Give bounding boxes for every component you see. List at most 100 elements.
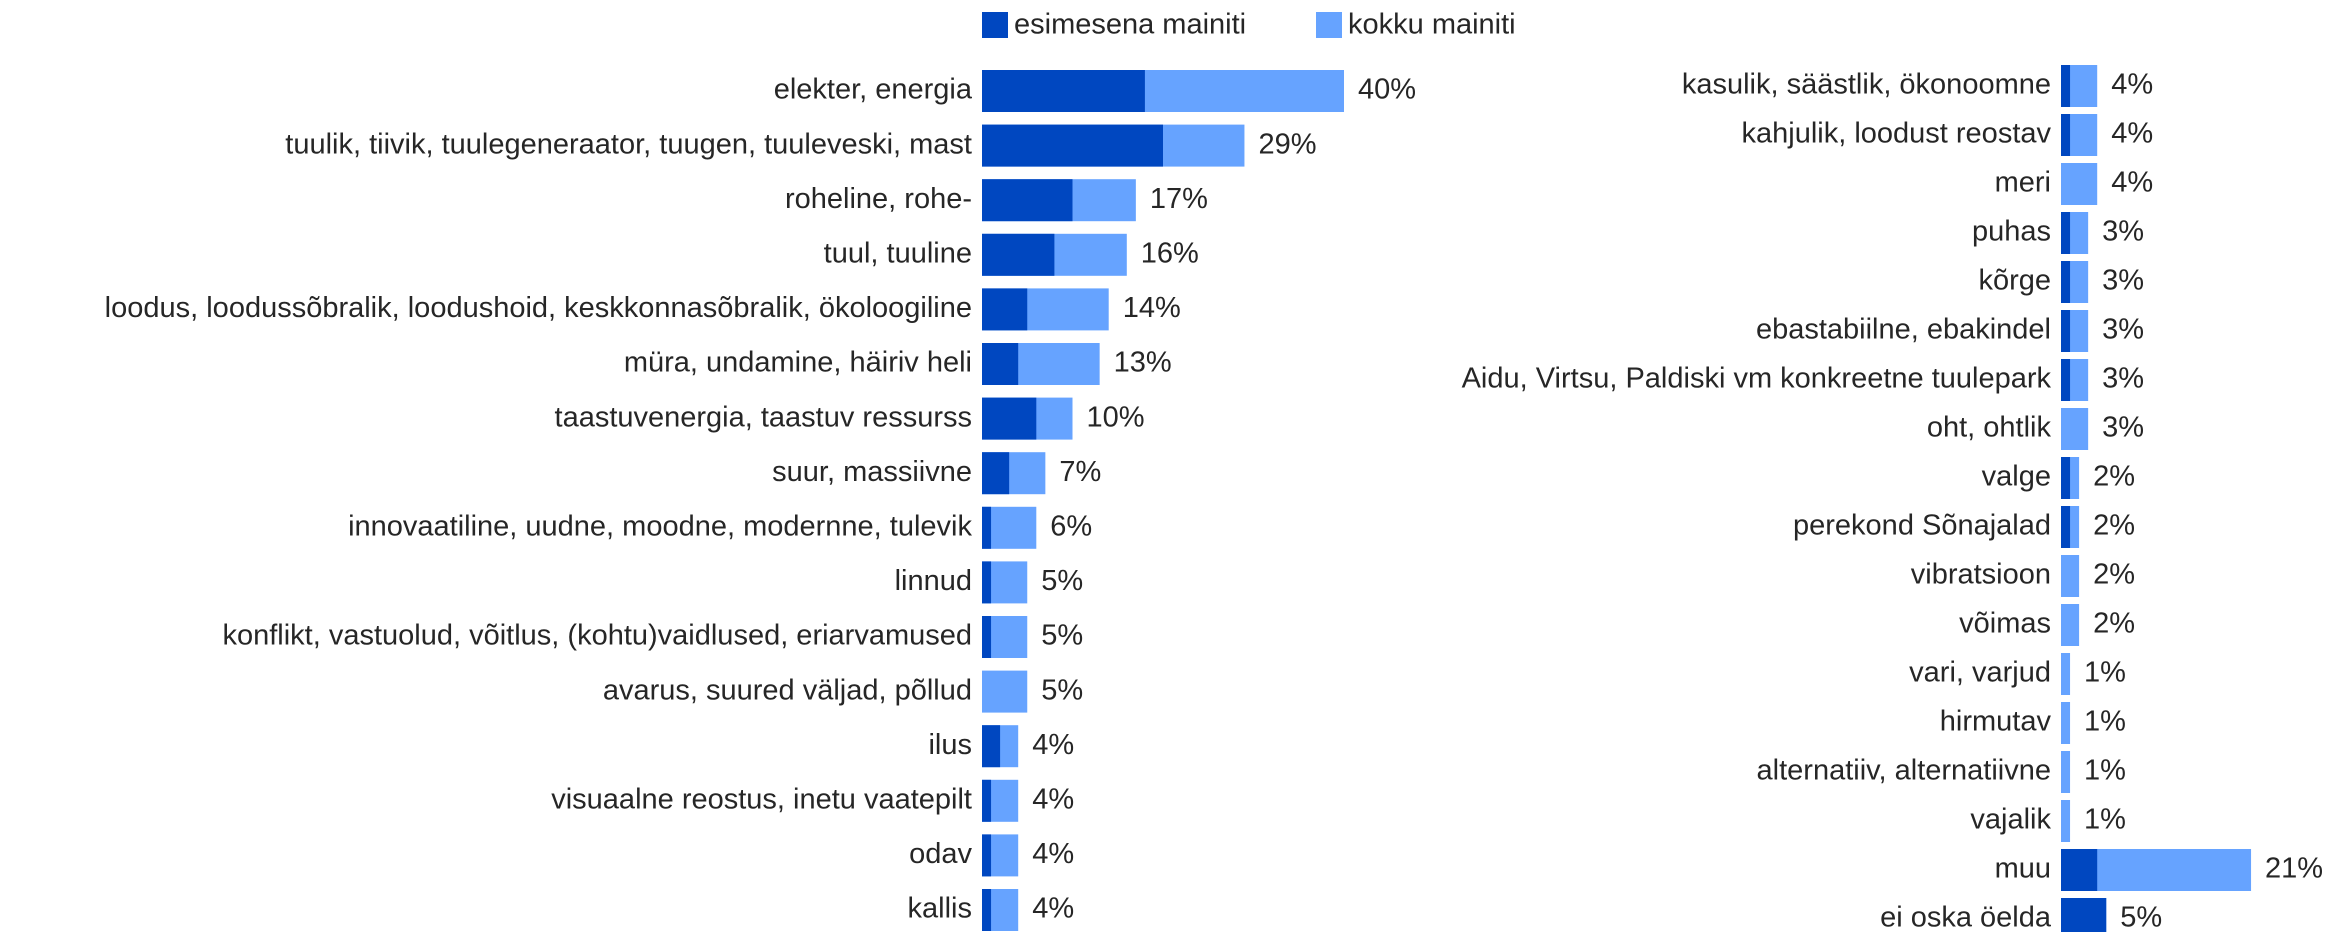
value-label: 6%: [1050, 510, 1092, 542]
legend-label: kokku mainiti: [1348, 9, 1516, 41]
category-label: ebastabiilne, ebakindel: [1756, 314, 2051, 346]
value-label: 4%: [1032, 729, 1074, 761]
category-label: valge: [1982, 461, 2051, 493]
bar-first: [982, 397, 1037, 440]
bar-first: [2061, 261, 2071, 303]
value-label: 2%: [2093, 608, 2135, 640]
category-label: kasulik, säästlik, ökonoomne: [1682, 69, 2051, 101]
value-label: 1%: [2084, 706, 2126, 738]
category-label: konflikt, vastuolud, võitlus, (kohtu)vai…: [222, 620, 972, 652]
bar-total: [2061, 163, 2098, 205]
category-label: hirmutav: [1940, 706, 2052, 738]
category-label: vari, varjud: [1909, 657, 2051, 689]
category-label: puhas: [1972, 216, 2051, 248]
bar-first: [2061, 310, 2071, 352]
bar-total: [2061, 653, 2071, 695]
bar-first: [982, 343, 1019, 385]
category-label: meri: [1995, 167, 2051, 199]
category-label: oht, ohtlik: [1927, 412, 2052, 444]
bar-first: [982, 70, 1145, 112]
bar-first: [982, 452, 1010, 495]
bar-first: [982, 561, 992, 604]
value-label: 5%: [2120, 902, 2162, 932]
bar-first: [2061, 457, 2071, 499]
value-label: 3%: [2102, 265, 2144, 297]
category-label: võimas: [1959, 608, 2051, 640]
bar-first: [982, 124, 1163, 167]
bar-first: [2061, 212, 2071, 254]
category-label: tuul, tuuline: [824, 237, 972, 269]
category-label: avarus, suured väljad, põllud: [603, 674, 972, 706]
bar-first: [982, 179, 1073, 222]
bar-first: [2061, 114, 2071, 156]
category-label: müra, undamine, häiriv heli: [624, 347, 972, 379]
bar-first: [982, 889, 992, 931]
value-label: 4%: [1032, 838, 1074, 870]
value-label: 21%: [2265, 853, 2323, 885]
value-label: 40%: [1358, 74, 1416, 106]
value-label: 10%: [1087, 401, 1145, 433]
bar-total: [982, 670, 1028, 713]
value-label: 1%: [2084, 804, 2126, 836]
value-label: 5%: [1041, 674, 1083, 706]
category-label: vibratsioon: [1911, 559, 2051, 591]
value-label: 13%: [1114, 347, 1172, 379]
category-label: roheline, rohe-: [785, 183, 972, 215]
legend-swatch: [1316, 12, 1342, 38]
category-label: tuulik, tiivik, tuulegeneraator, tuugen,…: [285, 128, 972, 160]
bar-first: [2061, 359, 2071, 401]
bar-first: [982, 834, 992, 877]
category-label: linnud: [895, 565, 972, 597]
category-label: ei oska öelda: [1880, 902, 2052, 932]
bar-first: [2061, 65, 2071, 107]
value-label: 2%: [2093, 461, 2135, 493]
bar-total: [2061, 555, 2080, 597]
category-label: perekond Sõnajalad: [1793, 510, 2051, 542]
value-label: 3%: [2102, 314, 2144, 346]
category-label: visuaalne reostus, inetu vaatepilt: [551, 783, 972, 815]
category-label: vajalik: [1970, 804, 2051, 836]
value-label: 2%: [2093, 559, 2135, 591]
bar-first: [982, 725, 1001, 768]
value-label: 7%: [1059, 456, 1101, 488]
category-label: taastuvenergia, taastuv ressurss: [555, 401, 972, 433]
category-label: innovaatiline, uudne, moodne, modernne, …: [348, 510, 972, 542]
bar-first: [982, 288, 1028, 331]
bar-first: [982, 616, 992, 658]
value-label: 1%: [2084, 657, 2126, 689]
legend-label: esimesena mainiti: [1014, 9, 1246, 41]
category-label: kahjulik, loodust reostav: [1742, 118, 2052, 150]
value-label: 3%: [2102, 363, 2144, 395]
bar-first: [2061, 506, 2071, 548]
value-label: 3%: [2102, 412, 2144, 444]
legend-swatch: [982, 12, 1008, 38]
category-label: elekter, energia: [774, 74, 973, 106]
category-label: Aidu, Virtsu, Paldiski vm konkreetne tuu…: [1462, 363, 2052, 395]
bar-total: [2061, 604, 2080, 646]
category-label: kallis: [908, 893, 972, 925]
category-label: odav: [909, 838, 972, 870]
category-label: muu: [1995, 853, 2051, 885]
value-label: 16%: [1141, 237, 1199, 269]
value-label: 4%: [1032, 893, 1074, 925]
value-label: 4%: [1032, 783, 1074, 815]
bar-first: [2061, 898, 2107, 932]
bar-first: [982, 233, 1055, 276]
category-label: kõrge: [1978, 265, 2051, 297]
category-label: loodus, loodussõbralik, loodushoid, kesk…: [105, 292, 972, 324]
value-label: 4%: [2111, 167, 2153, 199]
value-label: 5%: [1041, 620, 1083, 652]
value-label: 17%: [1150, 183, 1208, 215]
bar-total: [2061, 702, 2071, 744]
category-label: ilus: [928, 729, 972, 761]
value-label: 4%: [2111, 69, 2153, 101]
bar-first: [982, 779, 992, 822]
bar-total: [2061, 408, 2089, 450]
bar-total: [2061, 751, 2071, 793]
category-label: alternatiiv, alternatiivne: [1757, 755, 2051, 787]
value-label: 3%: [2102, 216, 2144, 248]
value-label: 4%: [2111, 118, 2153, 150]
value-label: 2%: [2093, 510, 2135, 542]
value-label: 29%: [1258, 128, 1316, 160]
